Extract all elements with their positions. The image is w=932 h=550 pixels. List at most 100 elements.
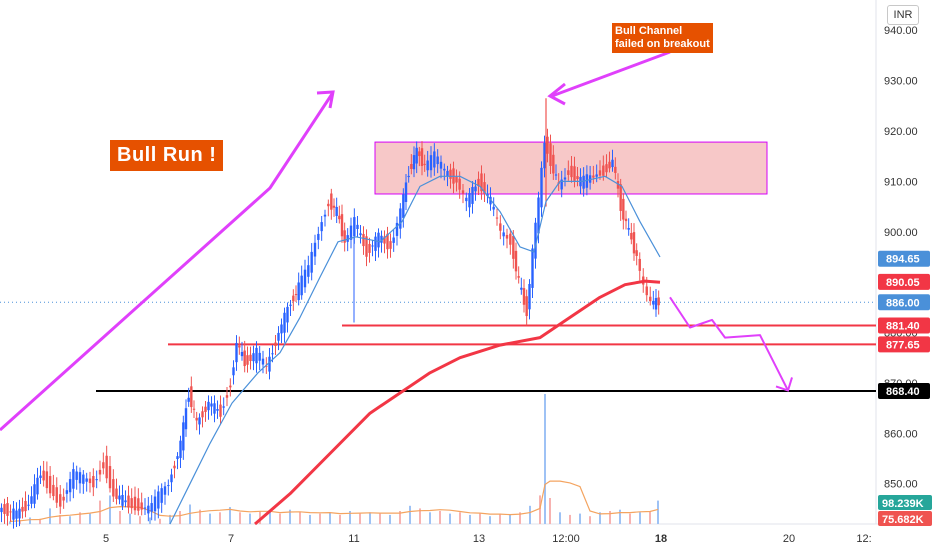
time-tick-label: 7: [228, 533, 234, 545]
volume-bar: [289, 509, 291, 524]
time-tick-label: 12:: [856, 533, 871, 545]
candle-body: [377, 232, 380, 248]
candle-body: [540, 167, 543, 208]
candle-body: [274, 342, 277, 346]
candle-body: [371, 245, 374, 247]
candle-body: [12, 508, 15, 520]
candle-body: [30, 496, 33, 504]
candle-body: [495, 217, 499, 219]
candle-body: [9, 511, 12, 513]
volume-bar: [149, 517, 151, 524]
candle-body: [614, 166, 617, 173]
candle-body: [374, 236, 377, 251]
candle-body: [567, 170, 570, 175]
candle-body: [407, 175, 410, 178]
candle-body: [563, 177, 567, 180]
volume-bar: [389, 514, 391, 524]
candle-body: [317, 233, 320, 240]
candle-body: [362, 233, 365, 247]
candle-body: [592, 175, 595, 178]
candle-body: [187, 397, 190, 402]
candle-body: [410, 164, 413, 169]
candle-body: [238, 345, 241, 348]
volume-bar: [519, 512, 521, 524]
price-tag-label: 877.65: [886, 339, 920, 351]
volume-bar: [29, 517, 31, 524]
volume-bar: [329, 512, 331, 524]
price-tag: [878, 382, 930, 399]
candle-body: [105, 455, 108, 479]
candle-body: [268, 356, 271, 372]
price-tag: [878, 273, 930, 290]
candle-body: [330, 193, 333, 210]
volume-bar: [269, 512, 271, 524]
candle-body: [455, 176, 458, 183]
candle-body: [595, 174, 598, 177]
candle-body: [477, 178, 480, 186]
candle-body: [286, 306, 289, 323]
candle-body: [514, 250, 518, 272]
candle-body: [465, 197, 468, 202]
candle-body: [153, 496, 157, 512]
volume-bar: [509, 514, 511, 524]
candle-body: [294, 294, 298, 296]
candle-body: [0, 507, 3, 513]
candle-body: [332, 205, 336, 208]
candle-body: [439, 161, 443, 169]
candle-body: [433, 151, 436, 168]
candle-body: [246, 355, 249, 365]
candle-body: [182, 422, 185, 451]
volume-bar: [229, 507, 231, 524]
candle-body: [399, 208, 402, 229]
candle-body: [335, 206, 338, 217]
currency-label[interactable]: INR: [887, 5, 919, 25]
candle-body: [255, 347, 258, 364]
candle-body: [48, 476, 52, 494]
bull-run-arrowhead: [316, 90, 335, 109]
candle-body: [624, 218, 628, 222]
candle-body: [127, 495, 130, 508]
candle-body: [21, 506, 24, 512]
candle-body: [645, 286, 648, 296]
candle-body: [102, 462, 105, 469]
candle-body: [280, 324, 283, 334]
candle-body: [554, 174, 558, 176]
candle-body: [271, 353, 274, 355]
candle-body: [225, 395, 229, 398]
candle-body: [108, 466, 112, 489]
volume-bar: [39, 518, 41, 524]
breakout-arrow[interactable]: [551, 50, 671, 98]
candle-body: [522, 288, 526, 305]
candle-body: [265, 365, 268, 367]
bull-run-arrow[interactable]: [0, 93, 334, 432]
candle-body: [534, 222, 537, 259]
volume-bar: [49, 508, 51, 524]
candle-body: [359, 233, 362, 236]
volume-bar: [589, 516, 591, 524]
candle-body: [338, 215, 341, 220]
candle-body: [471, 187, 474, 204]
candle-body: [531, 248, 534, 288]
volume-bar: [249, 513, 251, 524]
candle-body: [303, 269, 307, 288]
candle-body: [505, 234, 509, 239]
candle-body: [243, 350, 246, 367]
bull-run-annotation: Bull Run !: [110, 140, 224, 171]
candle-body: [201, 411, 204, 418]
candle-body: [483, 182, 486, 195]
volume-bar: [319, 513, 321, 524]
candle-body: [582, 175, 585, 189]
candle-body: [52, 484, 55, 497]
candle-body: [115, 488, 118, 499]
candle-body: [313, 242, 317, 257]
candle-body: [525, 296, 528, 317]
candle-body: [546, 136, 549, 154]
volume-bar: [469, 514, 471, 524]
candle-body: [458, 178, 461, 190]
volume-bar: [139, 516, 141, 524]
candle-body: [92, 476, 95, 488]
candle-body: [249, 354, 252, 362]
candle-body: [418, 151, 421, 157]
candle-body: [340, 214, 344, 237]
